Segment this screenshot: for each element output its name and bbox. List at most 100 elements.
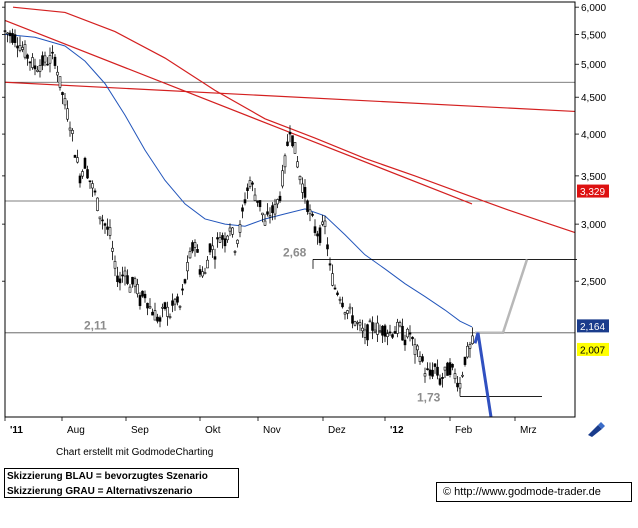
candle-body [253, 194, 257, 201]
price-tag [577, 342, 609, 356]
candle-body [426, 368, 429, 370]
draw-tool-icon[interactable] [584, 420, 608, 438]
candle-body [393, 331, 397, 334]
candle-body [111, 247, 114, 252]
candle-body [218, 237, 222, 243]
candle-body [93, 190, 97, 193]
candle-body [176, 296, 179, 303]
candle-body [416, 345, 419, 351]
candle-body [348, 306, 352, 310]
candle-body [453, 373, 457, 380]
candle-body [366, 324, 369, 341]
price-tag [577, 319, 609, 333]
candle-body [273, 203, 277, 215]
candle-body [251, 182, 254, 185]
candle-body [216, 237, 219, 240]
candle-body [368, 320, 372, 323]
x-tick-label: Nov [263, 425, 281, 436]
moving-average-blue [4, 33, 473, 328]
candle-body [293, 142, 297, 154]
scenario-legend: Skizzierung BLAU = bevorzugtes Szenario … [4, 468, 239, 498]
candle-body [423, 373, 427, 377]
candle-body [238, 224, 242, 233]
y-tick-label: 4,000 [581, 130, 606, 141]
candle-body [186, 262, 189, 272]
candle-body [291, 135, 294, 147]
candle-body [161, 306, 164, 309]
candle-body [163, 302, 167, 309]
candle-body [6, 32, 9, 35]
candle-body [81, 171, 84, 177]
candle-body [306, 200, 309, 212]
candle-body [53, 56, 57, 66]
candle-body [48, 55, 52, 64]
candle-body [268, 215, 272, 218]
candle-body [433, 363, 437, 367]
candle-body [138, 295, 142, 306]
candle-body [446, 362, 449, 376]
candle-body [191, 242, 194, 252]
candle-body [246, 187, 249, 191]
trendline-red-2 [4, 19, 473, 205]
moving-average-red [12, 6, 576, 234]
candle-body [86, 169, 89, 179]
candle-body [71, 130, 74, 134]
x-tick-label: '12 [390, 425, 404, 436]
candle-body [208, 243, 212, 253]
x-tick-label: Feb [455, 425, 473, 436]
candle-body [326, 244, 329, 250]
candle-body [46, 63, 49, 66]
candle-body [68, 127, 72, 131]
candle-body [398, 322, 402, 327]
candle-body [468, 344, 472, 349]
candle-body [61, 92, 64, 95]
candle-body [358, 322, 362, 326]
candle-body [301, 183, 304, 193]
candle-body [28, 61, 32, 64]
candle-body [233, 251, 237, 253]
candle-body [38, 65, 42, 72]
candle-body [26, 54, 29, 59]
candle-body [451, 363, 454, 368]
candle-body [266, 211, 269, 215]
candle-body [333, 287, 337, 290]
x-tick-label: Okt [205, 425, 221, 436]
candle-body [386, 333, 389, 337]
y-tick-label: 5,500 [581, 30, 606, 41]
x-tick-label: Aug [67, 425, 85, 436]
candle-body [23, 44, 27, 58]
candle-body [381, 325, 384, 336]
candle-body [361, 327, 364, 332]
candle-body [58, 76, 62, 88]
candle-body [168, 316, 172, 319]
candle-body [286, 141, 289, 146]
price-tag [577, 184, 609, 198]
candle-body [456, 382, 459, 388]
candle-body [371, 322, 374, 331]
x-tick-label: Dez [328, 425, 346, 436]
y-tick-label: 4,500 [581, 93, 606, 104]
candle-body [76, 157, 79, 163]
candle-body [148, 306, 152, 309]
candle-body [16, 45, 19, 49]
candle-body [56, 71, 59, 76]
candle-body [183, 279, 187, 284]
candle-body [303, 187, 307, 198]
chart-credit: Chart erstellt mit GodmodeCharting [56, 447, 214, 458]
chart-gridlines [5, 81, 575, 334]
candle-body [151, 311, 154, 316]
candle-body [88, 180, 92, 183]
candle-body [153, 310, 157, 321]
candle-body [316, 233, 319, 237]
legend-line-grey: Skizzierung GRAU = Alternativszenario [7, 486, 193, 497]
trendline-red-1 [4, 81, 576, 113]
candle-body [281, 170, 284, 187]
candle-body [283, 155, 287, 168]
candle-body [258, 200, 262, 208]
source-url-link[interactable]: © http://www.godmode-trader.de [436, 482, 632, 502]
scenario-blue-line [473, 332, 493, 418]
candle-body [346, 310, 349, 314]
candle-body [21, 47, 24, 50]
candle-body [136, 284, 139, 295]
candle-body [108, 227, 112, 236]
